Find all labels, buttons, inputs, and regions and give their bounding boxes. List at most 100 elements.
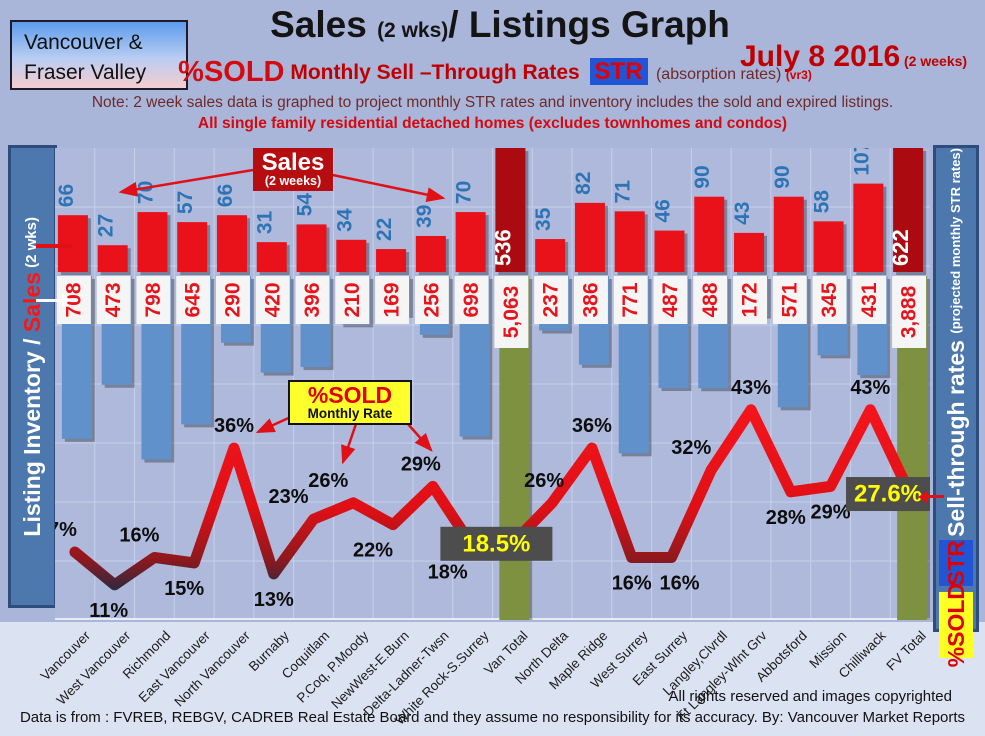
inventory-value-label: 488	[699, 282, 722, 317]
psold-side-badge: %SOLD	[939, 583, 973, 667]
region-box: Vancouver & Fraser Valley	[10, 20, 188, 90]
sales-value-label: 35	[532, 207, 555, 231]
inventory-value-label: 473	[102, 282, 125, 317]
inventory-label-box	[693, 276, 728, 324]
sales-pointer-line	[36, 244, 72, 248]
pct-label: 43%	[731, 377, 771, 399]
pct-label: 17%	[55, 519, 77, 541]
inventory-value-label: 256	[420, 282, 443, 317]
sales-value-label: 66	[55, 184, 78, 207]
str-side-badge: STR	[939, 539, 973, 586]
inventory-value-label: 420	[261, 282, 284, 317]
right-axis-label: Sell-through rates (projected monthly ST…	[942, 148, 969, 537]
pct-label: 13%	[254, 589, 294, 611]
inventory-value-label: 396	[301, 282, 324, 317]
inventory-label-box	[653, 276, 688, 324]
sales-bar	[574, 202, 605, 272]
x-axis-label: FV Total	[883, 628, 929, 674]
pct-label: 16%	[659, 572, 699, 594]
sales-bar	[455, 212, 486, 272]
sales-bar	[893, 148, 924, 272]
sales-value-label: 27	[95, 214, 118, 237]
sales-value-label: 22	[373, 218, 396, 241]
x-axis-label: North Vancouver	[171, 628, 253, 710]
inventory-label-box	[176, 276, 211, 324]
inventory-label-box	[454, 276, 489, 324]
sales-bar	[177, 222, 208, 272]
note-text: Note: 2 week sales data is graphed to pr…	[91, 94, 894, 111]
sales-value-label: 46	[651, 199, 674, 222]
inventory-label-box	[852, 276, 887, 324]
inventory-label-box	[335, 276, 370, 324]
inventory-value-label: 487	[659, 282, 682, 317]
inventory-pointer-line	[36, 299, 62, 302]
inventory-value-label: 798	[142, 282, 165, 317]
inventory-label-box	[295, 276, 330, 324]
inventory-value-label: 386	[579, 282, 602, 317]
inventory-value-label: 3,888	[898, 285, 921, 338]
inventory-value-label: 5,063	[500, 286, 523, 339]
sales-bar	[296, 224, 327, 272]
inventory-value-label: 708	[62, 282, 85, 317]
left-axis-panel: Listing Inventory / Sales (2 wks)	[8, 145, 57, 608]
sales-value-label: 43	[731, 202, 754, 225]
inventory-value-label: 571	[778, 282, 801, 317]
x-axis-label: P.Coq, P.Moody	[294, 628, 372, 706]
inventory-value-label: 645	[182, 282, 205, 317]
sales-bar	[97, 245, 128, 272]
sales-bar	[614, 211, 645, 272]
inventory-label-box	[892, 276, 927, 348]
inventory-value-label: 698	[460, 282, 483, 317]
pct-label: 36%	[214, 415, 254, 437]
page-title: Sales (2 wks)/ Listings Graph	[270, 4, 730, 45]
sales-value-label: 82	[572, 172, 595, 195]
sales-bar	[853, 183, 884, 272]
sales-callout: Sales (2 weeks)	[253, 148, 333, 192]
pct-highlight-label: 18.5%	[462, 530, 530, 557]
pct-label: 29%	[401, 453, 441, 475]
pct-label: 43%	[850, 377, 890, 399]
sales-bar	[336, 239, 367, 272]
pct-label: 23%	[269, 486, 309, 508]
pct-label: 28%	[766, 507, 806, 529]
inventory-label-box	[375, 276, 410, 324]
str-badge: STR	[589, 58, 648, 85]
pct-label: 36%	[572, 415, 612, 437]
sales-bar	[137, 212, 168, 272]
inventory-pointer-arrowhead	[62, 294, 71, 306]
sales-value-label: 34	[333, 208, 356, 232]
inventory-value-label: 169	[381, 282, 404, 317]
inventory-label-box	[772, 276, 807, 324]
inventory-label-box	[96, 276, 131, 324]
subtitle: %SOLD Monthly Sell –Through Rates STR (a…	[178, 56, 812, 88]
pct-label: 26%	[308, 470, 348, 492]
inventory-value-label: 290	[221, 282, 244, 317]
pct-label: 26%	[524, 470, 564, 492]
sales-bar	[813, 221, 844, 272]
pct-label: 22%	[353, 540, 393, 562]
pct-label: 16%	[612, 572, 652, 594]
right-axis-panel: Sell-through rates (projected monthly ST…	[933, 145, 979, 667]
sales-value-label: 70	[453, 181, 476, 204]
inventory-label-box	[613, 276, 648, 324]
sales-value-label: 90	[771, 165, 794, 188]
pct-highlight-box	[846, 477, 930, 512]
sales-bar	[535, 239, 566, 272]
region-line2: Fraser Valley	[24, 61, 147, 85]
left-axis-label: Listing Inventory / Sales (2 wks)	[19, 216, 45, 537]
inventory-value-label: 345	[818, 282, 841, 317]
pct-label: 15%	[164, 578, 204, 600]
sales-bar	[773, 196, 804, 272]
inventory-label-box	[733, 276, 768, 324]
inventory-value-label: 172	[739, 282, 762, 317]
inventory-value-label: 431	[858, 282, 881, 317]
sales-listings-chart: 708 66 473 27 798 70 645 57 290 66 420 31 396 54 210 34…	[55, 148, 930, 620]
pct-label: 32%	[671, 437, 711, 459]
str-pointer-line	[926, 495, 944, 498]
sales-value-label: 31	[254, 210, 277, 234]
sales-bar	[256, 242, 287, 272]
callout-arrow	[118, 168, 254, 197]
inventory-label-box	[534, 276, 569, 324]
sales-value-label: 70	[134, 181, 157, 204]
pct-highlight-label: 27.6%	[854, 481, 922, 508]
